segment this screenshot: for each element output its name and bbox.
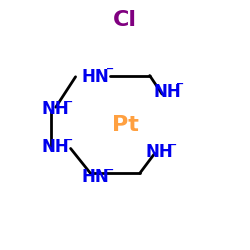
Text: −: − — [176, 79, 184, 89]
Text: NH: NH — [146, 143, 174, 161]
Text: NH: NH — [42, 100, 70, 118]
Text: −: − — [65, 135, 73, 145]
Text: −: − — [106, 64, 114, 74]
Text: HN: HN — [82, 168, 109, 186]
Text: HN: HN — [82, 68, 109, 86]
Text: Pt: Pt — [112, 115, 138, 135]
Text: −: − — [106, 164, 114, 174]
Text: Cl: Cl — [113, 10, 137, 30]
Text: NH: NH — [42, 138, 70, 156]
Text: NH: NH — [153, 82, 181, 100]
Text: −: − — [169, 140, 177, 150]
Text: −: − — [65, 96, 73, 106]
